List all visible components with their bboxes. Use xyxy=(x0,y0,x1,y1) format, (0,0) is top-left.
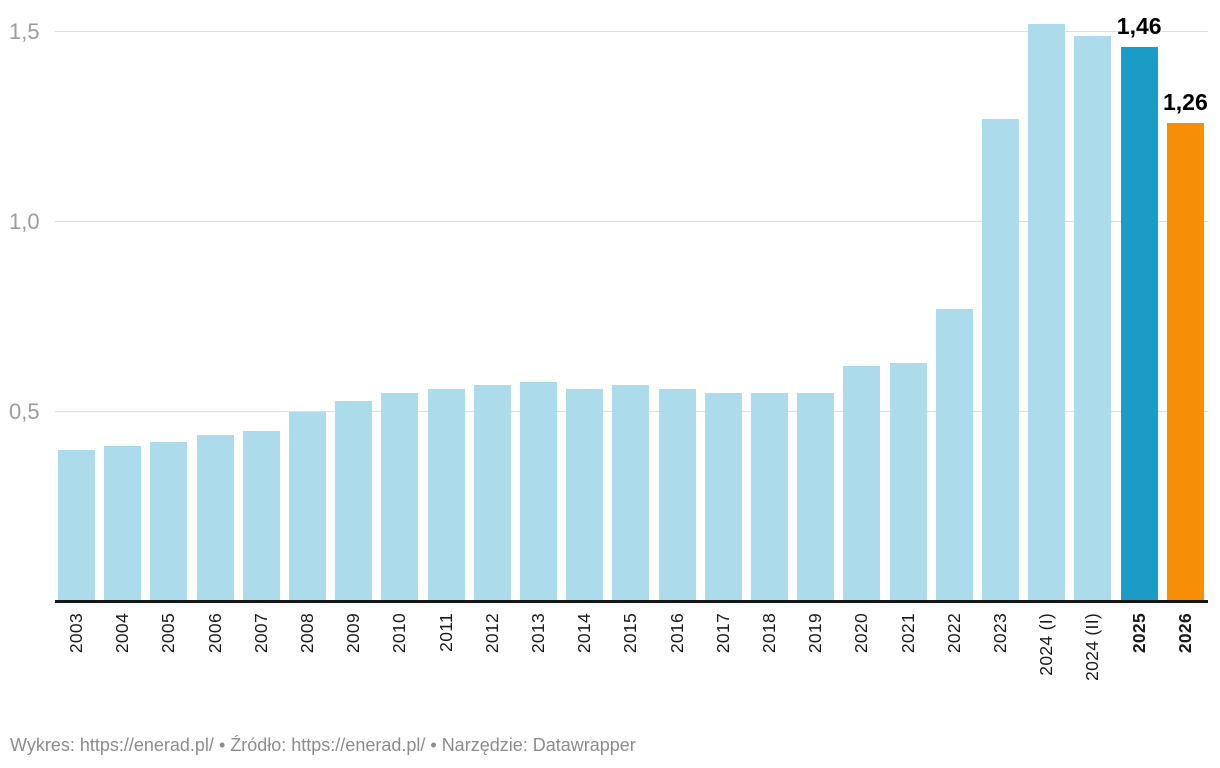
x-axis-labels: 2003 2004 2005 2006 2007 2008 2009 2010 2011 2012… xyxy=(55,603,1208,705)
x-axis-label-cell-2024-i: 2024 (I) xyxy=(1028,613,1065,705)
footer: Wykres: https://enerad.pl/ • Źródło: htt… xyxy=(10,735,1220,756)
x-axis-label-cell-2023: 2023 xyxy=(982,613,1019,705)
gridline-1-5 xyxy=(55,31,1208,32)
bar-2013 xyxy=(520,381,558,600)
x-axis-label-2026: 2026 xyxy=(1174,613,1195,654)
footer-tool-link[interactable]: Datawrapper xyxy=(532,735,636,755)
x-axis-label-cell-2019: 2019 xyxy=(797,613,834,705)
bar-2020 xyxy=(843,366,881,600)
bar-value-label-2026: 1,26 xyxy=(1162,89,1208,116)
x-axis-label-2024-ii: 2024 (II) xyxy=(1082,613,1103,681)
footer-source-link[interactable]: https://enerad.pl/ xyxy=(291,735,426,755)
x-axis-label-2021: 2021 xyxy=(897,613,918,654)
bar-2009 xyxy=(335,400,373,600)
x-axis-label-cell-2016: 2016 xyxy=(659,613,696,705)
x-axis-label-cell-2010: 2010 xyxy=(381,613,418,705)
x-axis-label-cell-2006: 2006 xyxy=(197,613,234,705)
bar-2026: 1,26 xyxy=(1163,89,1208,600)
x-axis-label-cell-2014: 2014 xyxy=(566,613,603,705)
bar-2021 xyxy=(889,362,927,600)
footer-tool-label: Narzędzie: xyxy=(441,735,528,755)
footer-chart-label: Wykres: xyxy=(10,735,75,755)
x-axis-label-2007: 2007 xyxy=(250,613,271,654)
bar-2022 xyxy=(935,309,973,600)
bar-2025: 1,46 xyxy=(1117,13,1162,600)
x-axis-label-cell-2024-ii: 2024 (II) xyxy=(1074,613,1111,705)
bar-2015 xyxy=(612,385,650,600)
x-axis-label-cell-2003: 2003 xyxy=(58,613,95,705)
x-axis-label-cell-2011: 2011 xyxy=(428,613,465,705)
x-axis-label-2020: 2020 xyxy=(851,613,872,654)
bar-2008 xyxy=(289,412,327,600)
bar-2017 xyxy=(704,393,742,600)
x-axis-label-2010: 2010 xyxy=(389,613,410,654)
x-axis-label-2014: 2014 xyxy=(574,613,595,654)
x-axis-label-2024-i: 2024 (I) xyxy=(1036,613,1057,676)
bar-value-label-2025: 1,46 xyxy=(1116,13,1162,40)
bar-2018 xyxy=(751,393,789,600)
y-axis-tick-1-0: 1,0 xyxy=(9,209,40,234)
bar-2003 xyxy=(58,450,95,600)
bar-2024-ii xyxy=(1074,35,1112,600)
bar-2023 xyxy=(982,119,1020,600)
bar-2010 xyxy=(381,393,419,600)
x-axis-label-cell-2025: 2025 xyxy=(1121,613,1158,705)
bar-2024-i xyxy=(1028,24,1066,600)
x-axis-label-cell-2021: 2021 xyxy=(890,613,927,705)
bar-2007 xyxy=(242,431,280,600)
bars-row: 1,46 1,26 xyxy=(58,0,1208,600)
y-axis-tick-0-5: 0,5 xyxy=(9,399,40,424)
x-axis-label-2015: 2015 xyxy=(620,613,641,654)
x-axis-label-2006: 2006 xyxy=(204,613,225,654)
bar-2006 xyxy=(196,434,234,600)
plot-area: 0,5 1,0 1,5 1,46 1,26 xyxy=(9,0,1208,603)
x-axis-label-2023: 2023 xyxy=(990,613,1011,654)
footer-separator-icon: • xyxy=(218,735,226,755)
x-axis-label-cell-2008: 2008 xyxy=(289,613,326,705)
x-axis-label-cell-2017: 2017 xyxy=(705,613,742,705)
x-axis-label-2013: 2013 xyxy=(528,613,549,654)
bar-2012 xyxy=(473,385,511,600)
x-axis-label-cell-2004: 2004 xyxy=(104,613,141,705)
y-axis-tick-1-5: 1,5 xyxy=(9,19,40,44)
x-axis-label-2022: 2022 xyxy=(943,613,964,654)
footer-source-label: Źródło: xyxy=(230,735,287,755)
x-axis-label-2017: 2017 xyxy=(712,613,733,654)
x-axis-label-2025: 2025 xyxy=(1128,613,1149,654)
x-axis-label-cell-2007: 2007 xyxy=(243,613,280,705)
x-axis-label-cell-2015: 2015 xyxy=(612,613,649,705)
bar-2014 xyxy=(566,389,604,600)
x-axis-label-2003: 2003 xyxy=(66,613,86,654)
x-axis-label-2008: 2008 xyxy=(297,613,318,654)
x-axis-label-2009: 2009 xyxy=(343,613,364,654)
x-axis-label-cell-2018: 2018 xyxy=(751,613,788,705)
x-axis-label-cell-2020: 2020 xyxy=(843,613,880,705)
x-axis-label-cell-2026: 2026 xyxy=(1167,613,1204,705)
x-axis-label-cell-2009: 2009 xyxy=(335,613,372,705)
x-axis-label-cell-2012: 2012 xyxy=(474,613,511,705)
footer-separator-icon: • xyxy=(430,735,437,755)
x-axis-label-cell-2005: 2005 xyxy=(150,613,187,705)
x-axis-label-2012: 2012 xyxy=(481,613,502,654)
x-axis-label-cell-2013: 2013 xyxy=(520,613,557,705)
x-axis-label-cell-2022: 2022 xyxy=(936,613,973,705)
x-axis-label-2018: 2018 xyxy=(759,613,780,654)
bar-2011 xyxy=(427,389,465,600)
x-axis-label-2011: 2011 xyxy=(435,613,456,652)
bar-2016 xyxy=(658,389,696,600)
x-axis-label-2016: 2016 xyxy=(666,613,687,654)
gridline-1-0 xyxy=(55,221,1208,222)
x-axis-label-2019: 2019 xyxy=(805,613,826,654)
x-axis-label-2004: 2004 xyxy=(112,613,133,654)
bar-2005 xyxy=(150,442,188,600)
bar-2004 xyxy=(104,446,142,600)
x-axis-label-2005: 2005 xyxy=(158,613,179,654)
bar-2019 xyxy=(797,393,835,600)
footer-chart-link[interactable]: https://enerad.pl/ xyxy=(79,735,214,755)
